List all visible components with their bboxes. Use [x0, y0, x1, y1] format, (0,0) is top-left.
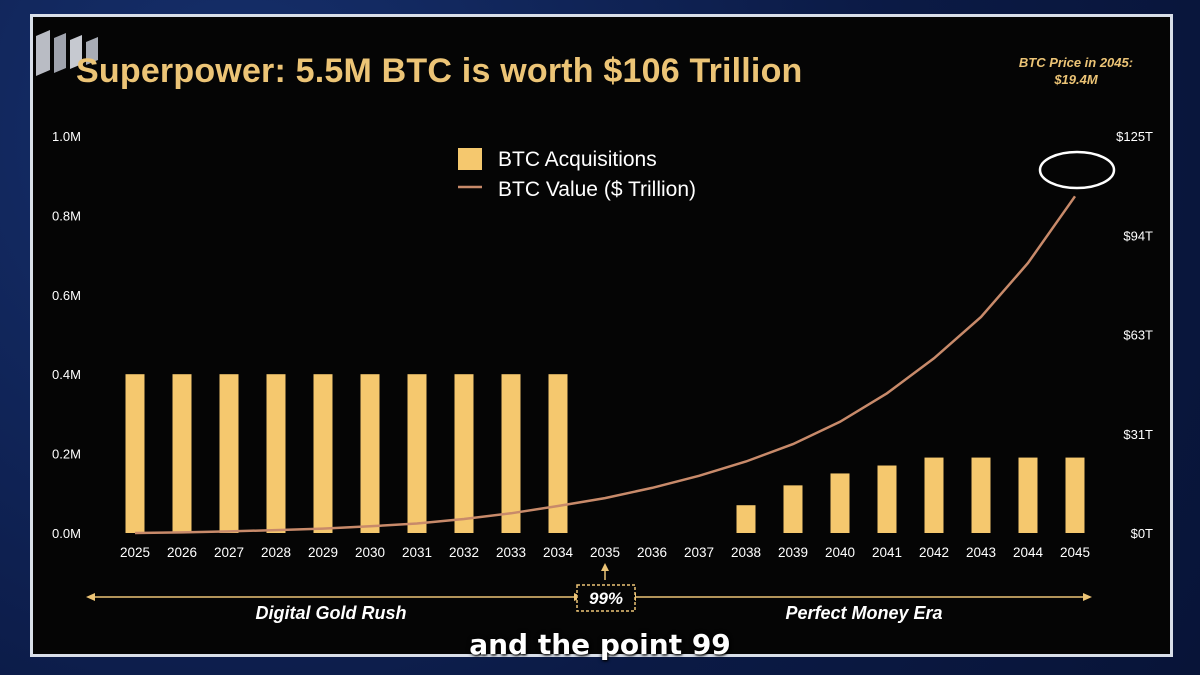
left-era-arrowhead-icon	[86, 593, 95, 601]
x-axis-tick-label: 2031	[402, 545, 432, 560]
acquisition-bar	[172, 374, 192, 533]
x-axis-tick-label: 2038	[731, 545, 761, 560]
legend-line-label: BTC Value ($ Trillion)	[498, 178, 696, 201]
x-axis-tick-label: 2039	[778, 545, 808, 560]
x-axis-tick-label: 2026	[167, 545, 197, 560]
x-axis-tick-label: 2025	[120, 545, 150, 560]
slide-title: Superpower: 5.5M BTC is worth $106 Trill…	[76, 52, 803, 90]
acquisition-bar	[971, 457, 991, 533]
left-era-label: Digital Gold Rush	[256, 603, 407, 623]
acquisition-bar	[501, 374, 521, 533]
x-axis-tick-label: 2034	[543, 545, 574, 560]
pivot-label: 99%	[589, 589, 623, 608]
acquisition-bar	[360, 374, 380, 533]
x-axis-tick-label: 2030	[355, 545, 385, 560]
left-axis-tick-label: 0.8M	[52, 208, 81, 223]
x-axis-tick-label: 2036	[637, 545, 667, 560]
pivot-arrowhead-icon	[601, 563, 609, 571]
right-axis-tick-label: $125T	[1116, 129, 1153, 144]
x-axis-tick-label: 2029	[308, 545, 338, 560]
acquisition-bar	[407, 374, 427, 533]
acquisition-bar	[736, 505, 756, 533]
left-axis-tick-label: 0.0M	[52, 526, 81, 541]
company-logo-icon	[36, 30, 98, 76]
left-axis-tick-label: 0.6M	[52, 288, 81, 303]
acquisition-bar	[877, 465, 897, 533]
x-axis-tick-label: 2032	[449, 545, 479, 560]
highlight-ellipse	[1038, 150, 1116, 190]
x-axis-tick-label: 2040	[825, 545, 855, 560]
acquisition-bar	[924, 457, 944, 533]
x-axis-tick-label: 2028	[261, 545, 291, 560]
left-axis-tick-label: 1.0M	[52, 129, 81, 144]
acquisition-bar	[454, 374, 474, 533]
value-line	[134, 195, 1077, 535]
left-axis-tick-label: 0.2M	[52, 447, 81, 462]
right-era-label: Perfect Money Era	[785, 603, 942, 623]
price-note-value: $19.4M	[1054, 72, 1098, 87]
subtitle-caption: and the point 99	[469, 628, 731, 661]
x-axis-tick-label: 2033	[496, 545, 526, 560]
acquisition-bar	[1065, 457, 1085, 533]
x-axis-tick-label: 2045	[1060, 545, 1090, 560]
price-note: BTC Price in 2045: $19.4M	[996, 54, 1156, 88]
right-axis-tick-label: $63T	[1123, 328, 1153, 343]
acquisition-bar	[313, 374, 333, 533]
x-axis-tick-label: 2041	[872, 545, 902, 560]
left-axis-tick-label: 0.4M	[52, 367, 81, 382]
right-axis-tick-label: $94T	[1123, 228, 1153, 243]
price-note-label: BTC Price in 2045:	[1018, 55, 1134, 70]
acquisition-bar	[783, 485, 803, 533]
acquisition-bar	[219, 374, 239, 533]
legend-bar-swatch	[458, 148, 482, 170]
acquisition-bar	[830, 473, 850, 533]
x-axis-tick-label: 2035	[590, 545, 620, 560]
acquisition-bar	[548, 374, 568, 533]
right-era-arrowhead-icon	[1083, 593, 1092, 601]
x-axis-tick-label: 2027	[214, 545, 244, 560]
slide-frame	[30, 14, 1173, 657]
acquisition-bar	[266, 374, 286, 533]
acquisition-bar	[1018, 457, 1038, 533]
x-axis-tick-label: 2043	[966, 545, 996, 560]
right-axis-tick-label: $0T	[1131, 526, 1153, 541]
right-axis-tick-label: $31T	[1123, 427, 1153, 442]
legend-bar-label: BTC Acquisitions	[498, 148, 657, 171]
pivot-box	[576, 584, 636, 612]
x-axis-tick-label: 2037	[684, 545, 714, 560]
x-axis-tick-label: 2042	[919, 545, 949, 560]
acquisition-bar	[125, 374, 145, 533]
x-axis-tick-label: 2044	[1013, 545, 1044, 560]
